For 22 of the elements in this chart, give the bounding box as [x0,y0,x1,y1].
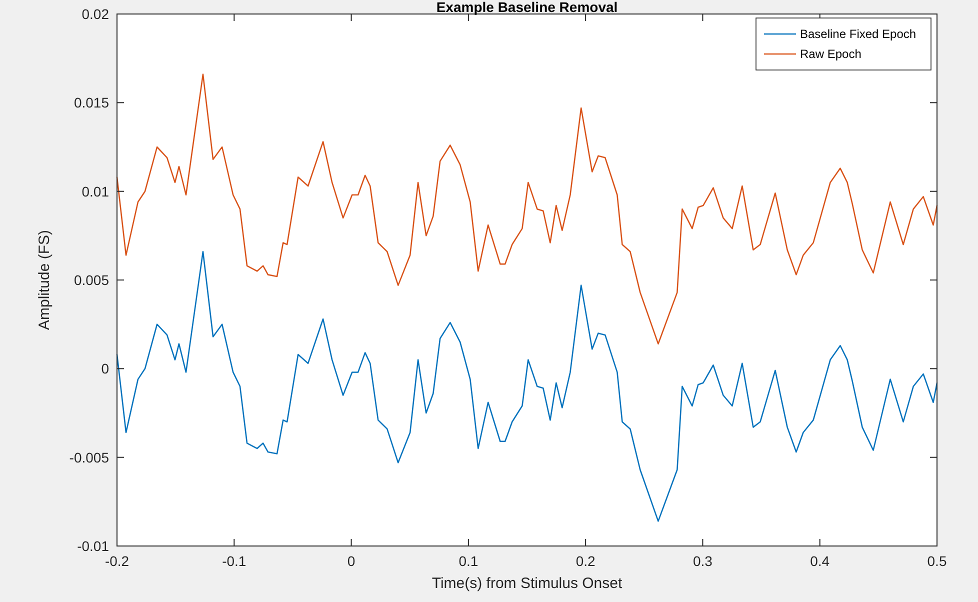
x-tick-label: -0.1 [222,553,246,569]
y-tick-label: 0.01 [82,183,110,200]
x-tick-label: 0 [347,553,356,569]
line-series [116,74,938,344]
y-tick-label: -0.005 [69,449,110,466]
y-tick-label: 0.005 [74,272,110,288]
x-tick-label: 0.2 [576,553,596,569]
legend-label: Baseline Fixed Epoch [800,27,916,41]
x-tick-label: 0.4 [810,553,830,569]
y-tick-label: 0 [101,360,110,377]
y-tick-label: 0.02 [82,6,110,22]
y-tick-label: 0.015 [74,94,110,111]
y-tick-label: -0.01 [77,538,110,554]
chart-title: Example Baseline Removal [436,0,618,15]
legend-label: Raw Epoch [800,47,862,61]
x-tick-label: -0.2 [104,553,130,569]
x-tick-label: 0.5 [927,553,947,569]
x-tick-label: 0.1 [458,553,478,569]
x-axis-title: Time(s) from Stimulus Onset [432,575,623,592]
y-axis-title: Amplitude (FS) [36,230,53,330]
x-tick-label: 0.3 [692,553,713,569]
line-series [116,250,938,522]
